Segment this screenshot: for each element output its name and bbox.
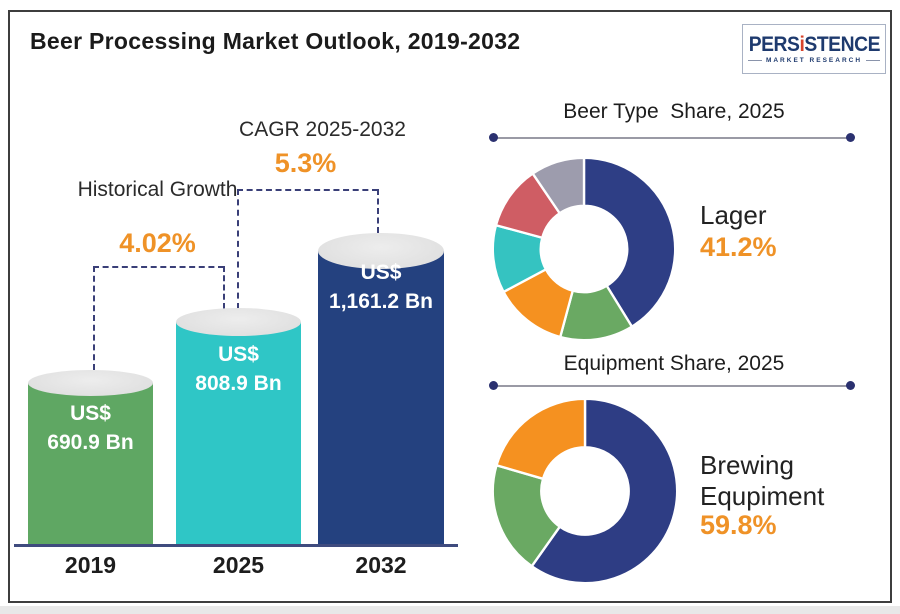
brewing-equipment-value: 59.8%: [700, 510, 777, 540]
canvas-frame: [8, 10, 892, 603]
divider-dot-right: [846, 133, 855, 142]
historical-growth-value: 4.02%: [119, 228, 196, 258]
equipment-divider: [494, 385, 850, 387]
logo-wordmark: PERSiSTENCE: [748, 33, 880, 56]
bottom-margin-strip: [0, 606, 900, 614]
brewing-equipment-label: Brewing Equpiment: [700, 450, 825, 511]
bar-2019: [28, 383, 153, 544]
tagline-rule-right: [866, 60, 881, 61]
logo-accent-letter: i: [799, 33, 805, 56]
year-label-2025: 2025: [212, 552, 265, 578]
donut-segment-lager: [582, 156, 677, 329]
page-title: Beer Processing Market Outlook, 2019-203…: [30, 28, 521, 54]
year-label-2032: 2032: [355, 552, 407, 578]
equipment-donut-chart: [491, 397, 679, 585]
lager-label: Lager: [700, 200, 767, 230]
bar-2025: [176, 322, 301, 544]
dashed-connector-cagr-left: [237, 189, 239, 309]
dashed-connector-historical-left: [93, 266, 95, 370]
brand-logo: PERSiSTENCE MARKET RESEARCH: [742, 24, 886, 74]
historical-growth-label: Historical Growth: [77, 178, 238, 201]
logo-tagline: MARKET RESEARCH: [747, 57, 881, 64]
tagline-rule-left: [747, 60, 762, 61]
donut-segment-brewing-equpiment: [530, 397, 679, 585]
donut-segment: [491, 463, 562, 568]
bar-2025-top-ellipse: [176, 308, 301, 336]
cagr-label: CAGR 2025-2032: [239, 118, 406, 141]
beer-type-divider: [494, 137, 850, 139]
bar-2032-top-ellipse: [318, 233, 444, 269]
bar-2025-value-label: US$ 808.9 Bn: [195, 343, 282, 395]
equipment-share-title: Equipment Share, 2025: [563, 352, 785, 375]
x-axis-baseline: [14, 544, 458, 547]
year-label-2019: 2019: [64, 552, 117, 578]
dashed-connector-cagr-top: [237, 189, 378, 191]
donut-segment: [531, 156, 586, 215]
divider-dot-left-2: [489, 381, 498, 390]
dashed-connector-historical-top: [93, 266, 224, 268]
bar-2032: [318, 251, 444, 544]
bar-2032-value-label: US$ 1,161.2 Bn: [329, 261, 433, 313]
divider-dot-right-2: [846, 381, 855, 390]
bar-2019-top-ellipse: [28, 370, 153, 396]
beer-type-share-title: Beer Type Share, 2025: [563, 100, 785, 123]
beer-type-donut-chart: [491, 156, 677, 342]
dashed-connector-historical-right: [223, 266, 225, 309]
divider-dot-left: [489, 133, 498, 142]
donut-segment: [495, 397, 587, 481]
lager-value: 41.2%: [700, 232, 777, 262]
cagr-value: 5.3%: [274, 148, 337, 178]
dashed-connector-cagr-right: [377, 189, 379, 233]
bar-2019-value-label: US$ 690.9 Bn: [47, 402, 134, 454]
